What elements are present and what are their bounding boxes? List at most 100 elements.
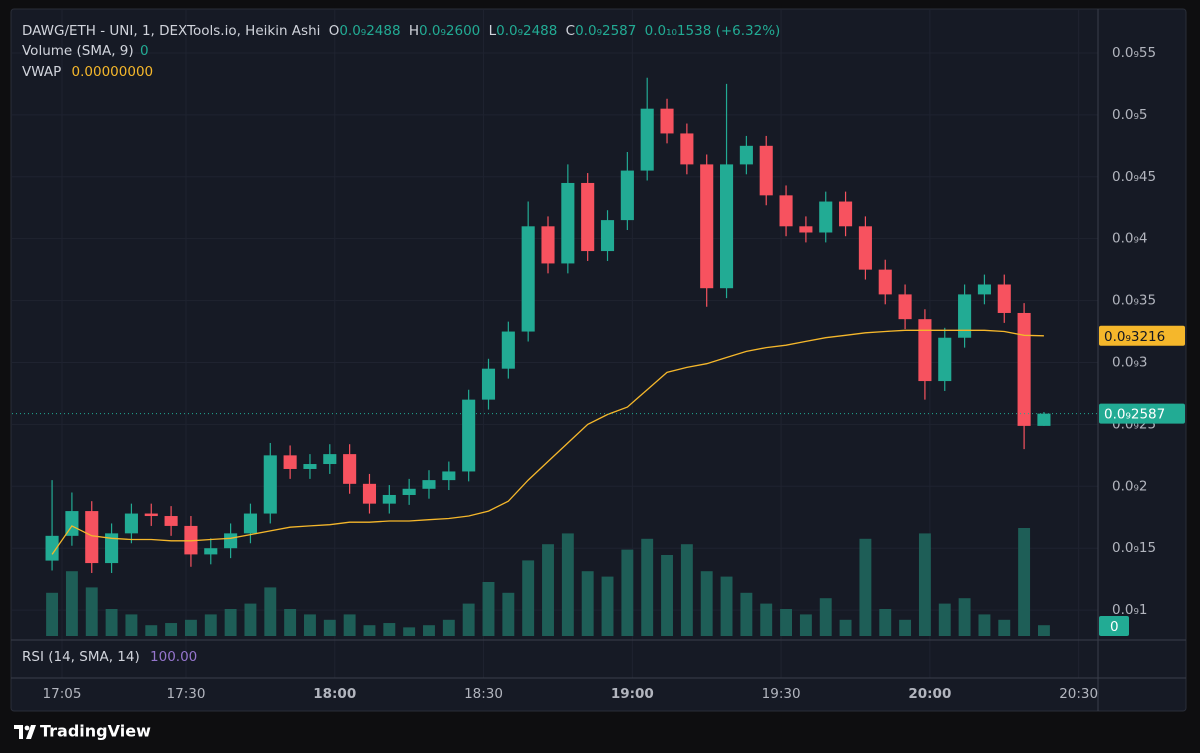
legend-value: 0.0₉2587 xyxy=(575,23,636,39)
x-tick-label: 19:00 xyxy=(611,686,654,702)
candle-body xyxy=(640,108,654,171)
candle-body xyxy=(898,294,912,320)
logo-part xyxy=(14,725,23,739)
candle-body xyxy=(878,269,892,295)
candle-body xyxy=(105,533,119,564)
candle-body xyxy=(481,368,496,400)
volume-bar xyxy=(641,538,654,636)
volume-bar xyxy=(978,614,991,636)
volume-bar xyxy=(522,560,535,636)
y-tick-label: 0.0₉2 xyxy=(1112,478,1147,494)
candle-body xyxy=(600,220,615,252)
volume-bar xyxy=(958,598,971,636)
brand-logo xyxy=(14,725,36,739)
volume-bar xyxy=(304,614,316,636)
legend-rsi: RSI (14, SMA, 14) 100.00 xyxy=(22,649,197,665)
volume-bar xyxy=(284,609,297,636)
x-tick-label: 20:30 xyxy=(1059,686,1098,702)
x-tick-label: 17:05 xyxy=(43,686,82,702)
candle-body xyxy=(938,337,952,382)
brand-text: TradingView xyxy=(40,722,151,741)
volume-bar xyxy=(482,582,495,636)
volume-bar xyxy=(938,603,951,636)
volume-bar xyxy=(244,603,257,636)
logo-part xyxy=(24,725,30,731)
candle-body xyxy=(124,513,138,534)
candle-body xyxy=(85,511,99,564)
price-badge xyxy=(1099,403,1185,424)
y-tick-label: 0.0₉15 xyxy=(1112,540,1156,556)
volume-bar xyxy=(423,625,435,636)
volume-bar xyxy=(918,533,931,636)
volume-bar xyxy=(819,598,832,636)
x-tick-label: 18:30 xyxy=(464,686,503,702)
volume-bar xyxy=(184,619,197,636)
candle-body xyxy=(1017,312,1031,426)
candle-body xyxy=(382,494,396,504)
candle-body xyxy=(323,454,337,465)
legend-key: O xyxy=(329,23,340,39)
candle-body xyxy=(1037,413,1051,426)
volume-bar xyxy=(879,609,892,636)
candle-body xyxy=(997,284,1011,313)
volume-bar xyxy=(165,623,178,636)
candle-body xyxy=(442,471,456,481)
candle-body xyxy=(779,195,793,227)
x-tick-label: 19:30 xyxy=(762,686,801,702)
y-tick-label: 0.0₉5 xyxy=(1112,107,1147,123)
volume-bar xyxy=(343,614,356,636)
y-tick-label: 0.0₉3 xyxy=(1112,354,1147,370)
candle-body xyxy=(422,480,436,489)
legend-volume-value: 0 xyxy=(140,43,149,59)
candle-body xyxy=(164,516,178,526)
volume-bar xyxy=(204,614,217,636)
volume-bar xyxy=(502,592,515,636)
price-badge xyxy=(1099,325,1185,346)
candle-body xyxy=(144,513,158,517)
chart-panel xyxy=(10,8,1187,712)
candle-body xyxy=(858,226,872,270)
legend-key: C xyxy=(566,23,575,39)
candle-body xyxy=(402,488,416,495)
candle-body xyxy=(303,464,317,469)
legend-key: H xyxy=(409,23,419,39)
candle-body xyxy=(362,483,377,504)
candle-body xyxy=(819,201,833,233)
volume-badge-label: 0 xyxy=(1110,619,1119,635)
axes: 0.0₉550.0₉50.0₉450.0₉40.0₉350.0₉30.0₉250… xyxy=(43,45,1185,702)
volume-bar xyxy=(899,619,912,636)
volume-bar xyxy=(145,625,158,636)
volume-bar xyxy=(780,609,793,636)
candle-body xyxy=(839,201,853,227)
legend-title: DAWG/ETH - UNI, 1, DEXTools.io, Heikin A… xyxy=(22,23,320,39)
legend-main: DAWG/ETH - UNI, 1, DEXTools.io, Heikin A… xyxy=(22,23,780,39)
volume-bar xyxy=(65,571,78,636)
volume-bar xyxy=(323,619,336,636)
legend-rsi-name: RSI (14, SMA, 14) xyxy=(22,649,140,665)
candle-body xyxy=(501,331,515,369)
volume-bar xyxy=(442,619,455,636)
volume-bar xyxy=(1018,528,1031,636)
candle-body xyxy=(719,164,734,289)
candle-body xyxy=(620,170,634,221)
candle-body xyxy=(581,182,595,252)
vwap-line xyxy=(51,329,1044,555)
volume-layer xyxy=(46,528,1050,636)
candle-body xyxy=(204,548,218,555)
volume-bar xyxy=(561,533,574,636)
volume-bar xyxy=(581,571,594,636)
volume-bar xyxy=(1037,625,1050,636)
legend-value: 0.0₉2488 xyxy=(339,23,400,39)
y-tick-label: 0.0₉55 xyxy=(1112,45,1156,61)
volume-bar xyxy=(224,609,237,636)
y-tick-label: 0.0₉35 xyxy=(1112,293,1156,309)
volume-bar xyxy=(264,587,277,636)
volume-bar xyxy=(859,538,872,636)
candle-body xyxy=(561,182,575,264)
legend-value: 0.0₉2600 xyxy=(419,23,480,39)
volume-bar xyxy=(105,609,118,636)
x-tick-label: 20:00 xyxy=(908,686,951,702)
volume-bar xyxy=(760,603,773,636)
